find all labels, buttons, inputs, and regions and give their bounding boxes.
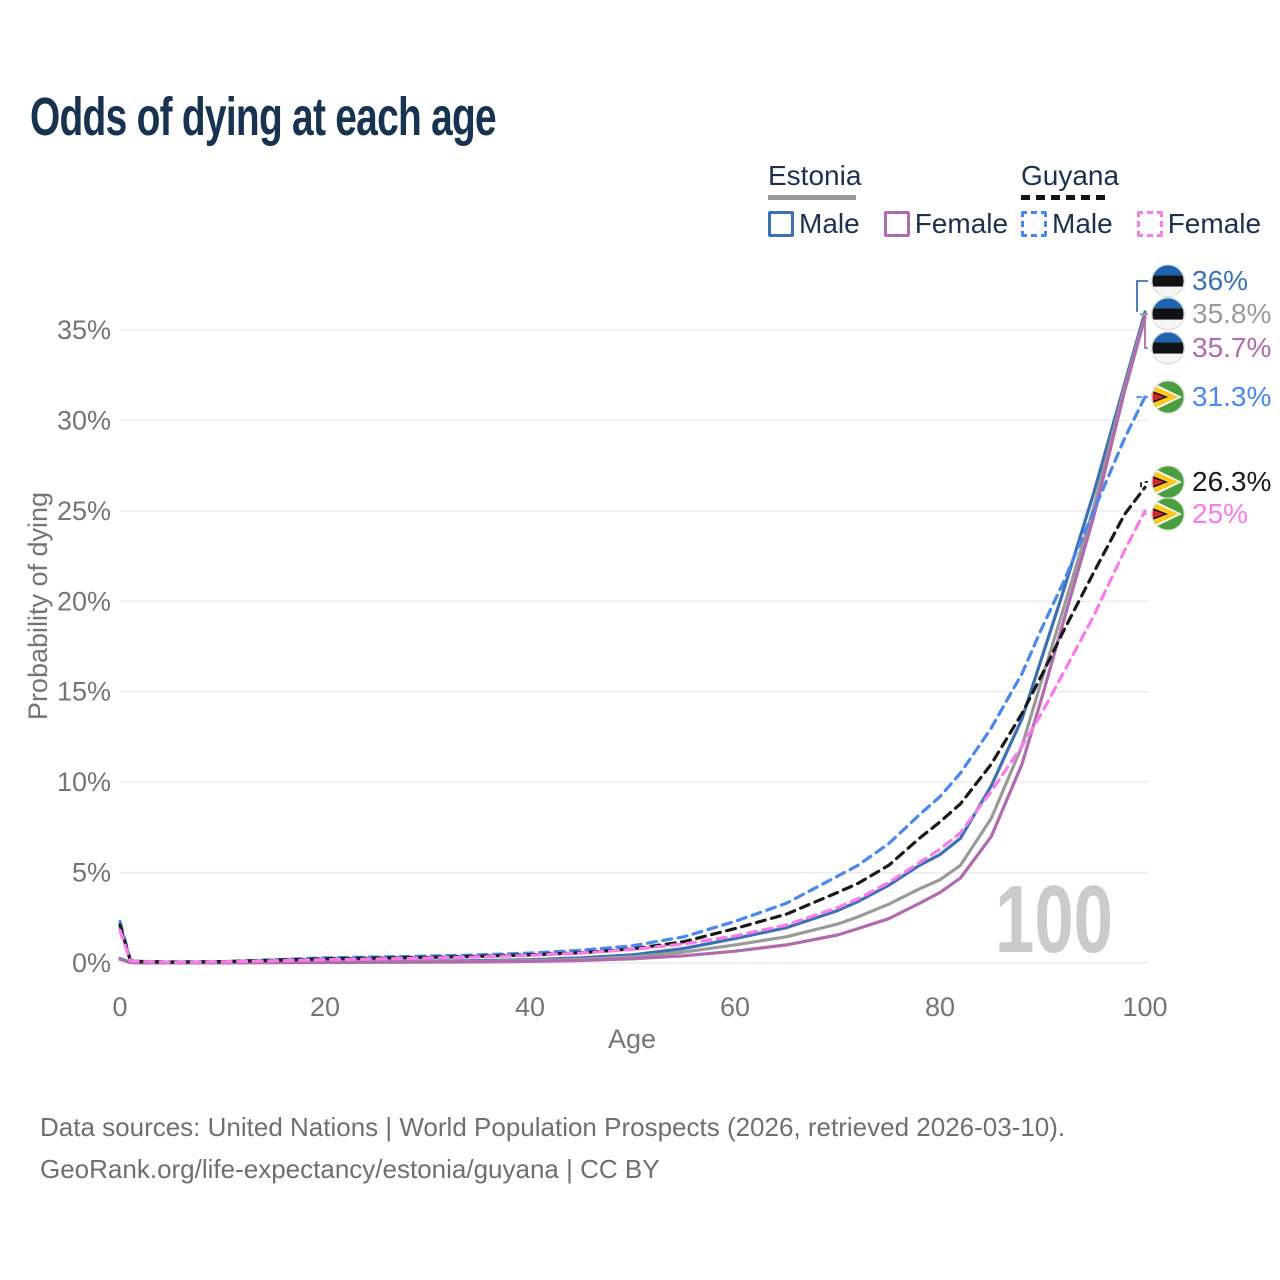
y-axis-title: Probability of dying [23, 492, 53, 720]
footer: Data sources: United Nations | World Pop… [40, 1106, 1065, 1190]
x-tick-label: 80 [925, 992, 955, 1022]
guyana-line-style-sample [1021, 195, 1109, 200]
x-tick-label: 100 [1122, 992, 1167, 1022]
x-tick-label: 60 [720, 992, 750, 1022]
estonia-male-swatch-icon [768, 211, 794, 237]
series-line-estonia-female[interactable] [118, 315, 1147, 965]
legend-group-guyana: Guyana Male Female [1021, 160, 1261, 240]
end-label-guyana-total: 26.3% [1151, 465, 1271, 499]
legend-country-name: Guyana [1021, 160, 1120, 191]
legend-label-male: Male [799, 208, 860, 239]
end-value-estonia-total: 35.8% [1192, 298, 1272, 329]
end-value-estonia-female: 35.7% [1192, 332, 1272, 363]
y-tick-label: 0% [72, 948, 111, 978]
legend-item-guyana-female[interactable]: Female [1136, 208, 1262, 240]
y-tick-label: 35% [57, 315, 111, 345]
y-tick-label: 15% [57, 677, 111, 707]
end-label-guyana-female: 25% [1151, 497, 1248, 531]
series-line-guyana-female[interactable] [118, 509, 1147, 964]
footer-attribution: GeoRank.org/life-expectancy/estonia/guya… [40, 1154, 660, 1185]
guyana-female-swatch-icon [1136, 211, 1163, 237]
label-connector-estonia-female [1144, 317, 1148, 349]
legend-label-male: Male [1052, 208, 1113, 239]
end-value-guyana-female: 25% [1192, 498, 1249, 529]
legend-label-female: Female [914, 208, 1009, 239]
estonia-flag-icon [1151, 264, 1185, 298]
y-tick-label: 30% [57, 405, 111, 435]
guyana-male-swatch-icon [1021, 211, 1047, 237]
series-line-estonia-male[interactable] [118, 310, 1147, 965]
estonia-female-swatch-icon [883, 211, 910, 237]
series-line-guyana-male[interactable] [118, 395, 1147, 964]
estonia-line-style-sample [768, 195, 856, 200]
end-value-guyana-male: 31.3% [1192, 381, 1272, 412]
label-connector-estonia-total [1140, 313, 1148, 316]
x-tick-label: 40 [515, 992, 545, 1022]
legend-country-name: Estonia [768, 160, 862, 191]
guyana-flag-icon [1151, 497, 1185, 531]
end-label-estonia-male: 36% [1151, 264, 1248, 298]
end-value-estonia-male: 36% [1192, 265, 1249, 296]
y-tick-label: 5% [72, 858, 111, 888]
end-label-estonia-female: 35.7% [1151, 331, 1271, 365]
page-title: Odds of dying at each age [30, 87, 497, 147]
y-tick-label: 10% [57, 767, 111, 797]
legend-country-header-guyana[interactable]: Guyana [1021, 160, 1261, 200]
end-label-estonia-total: 35.8% [1151, 297, 1271, 331]
label-connector-estonia-male [1136, 280, 1148, 312]
legend-item-estonia-male[interactable]: Male [768, 208, 860, 240]
x-tick-label: 20 [310, 992, 340, 1022]
label-connector-guyana-total [1140, 481, 1148, 488]
legend-item-estonia-female[interactable]: Female [883, 208, 1009, 240]
estonia-flag-icon [1151, 297, 1185, 331]
legend-label-female: Female [1167, 208, 1262, 239]
series-line-guyana-total[interactable] [118, 485, 1147, 964]
legend-item-guyana-male[interactable]: Male [1021, 208, 1113, 240]
x-tick-label: 0 [112, 992, 127, 1022]
end-value-guyana-total: 26.3% [1192, 466, 1272, 497]
footer-data-sources: Data sources: United Nations | World Pop… [40, 1112, 1066, 1142]
series-line-estonia-total[interactable] [118, 313, 1147, 965]
legend-country-header-estonia[interactable]: Estonia [768, 160, 1008, 200]
y-tick-label: 20% [57, 586, 111, 616]
estonia-flag-icon [1151, 331, 1185, 365]
label-connector-guyana-female [1144, 510, 1148, 515]
y-tick-label: 25% [57, 496, 111, 526]
x-axis-title: Age [608, 1024, 656, 1054]
legend-group-estonia: Estonia Male Female [768, 160, 1008, 240]
end-label-guyana-male: 31.3% [1151, 380, 1271, 414]
age-watermark: 100 [995, 866, 1113, 973]
guyana-flag-icon [1151, 380, 1185, 414]
guyana-flag-icon [1151, 465, 1185, 499]
